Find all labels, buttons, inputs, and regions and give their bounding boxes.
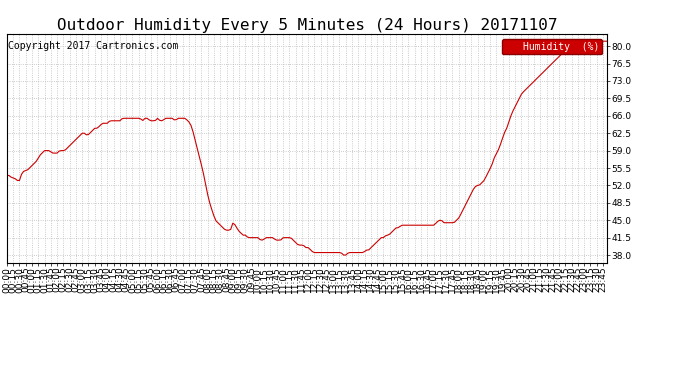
Legend: Humidity  (%): Humidity (%) <box>502 39 602 54</box>
Title: Outdoor Humidity Every 5 Minutes (24 Hours) 20171107: Outdoor Humidity Every 5 Minutes (24 Hou… <box>57 18 558 33</box>
Text: Copyright 2017 Cartronics.com: Copyright 2017 Cartronics.com <box>8 40 178 51</box>
